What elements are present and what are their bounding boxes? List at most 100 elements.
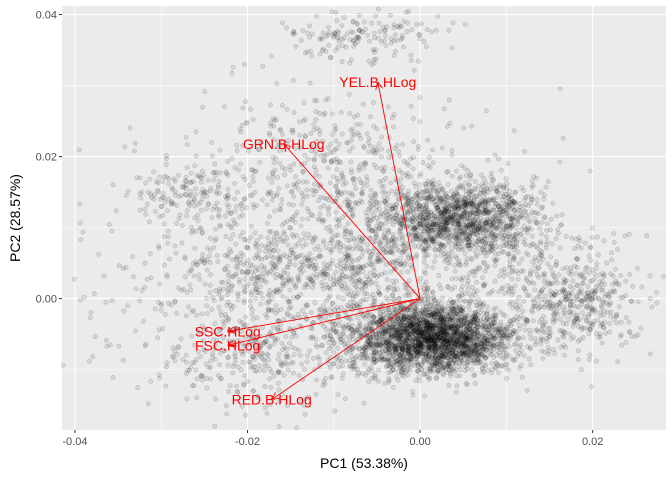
scatter-point <box>330 337 336 343</box>
scatter-point <box>444 369 450 375</box>
scatter-point <box>339 363 345 369</box>
scatter-point <box>347 337 353 343</box>
scatter-point <box>415 368 421 374</box>
scatter-point <box>307 23 313 29</box>
scatter-point <box>403 347 409 353</box>
scatter-point <box>415 323 421 329</box>
scatter-point <box>539 220 545 225</box>
scatter-point <box>414 349 420 355</box>
scatter-point <box>416 337 422 343</box>
scatter-point <box>398 37 404 42</box>
scatter-point <box>440 295 446 301</box>
scatter-point <box>389 349 395 355</box>
scatter-point <box>387 339 393 345</box>
scatter-point <box>382 381 388 387</box>
scatter-point <box>453 327 459 333</box>
scatter-point <box>368 335 374 341</box>
scatter-point <box>507 258 513 264</box>
scatter-point <box>638 325 644 331</box>
scatter-point <box>561 307 567 313</box>
scatter-point <box>420 331 426 337</box>
scatter-point <box>472 218 478 224</box>
scatter-point <box>282 238 287 244</box>
scatter-point <box>400 317 406 323</box>
scatter-point <box>354 303 360 309</box>
scatter-point <box>588 257 594 263</box>
scatter-point <box>413 343 419 348</box>
scatter-point <box>149 194 154 200</box>
scatter-point <box>430 362 436 368</box>
scatter-point <box>542 293 548 299</box>
scatter-point <box>386 370 392 376</box>
scatter-point <box>422 228 428 234</box>
scatter-point <box>265 220 270 226</box>
scatter-point <box>468 333 474 339</box>
scatter-point <box>419 342 425 348</box>
scatter-point <box>387 346 393 352</box>
scatter-point <box>429 316 435 322</box>
scatter-point <box>456 338 461 343</box>
scatter-point <box>240 230 246 236</box>
scatter-point <box>166 234 171 240</box>
scatter-point <box>500 326 506 332</box>
scatter-point <box>451 340 457 346</box>
scatter-point <box>295 311 301 317</box>
scatter-point <box>482 190 488 195</box>
scatter-point <box>287 255 293 261</box>
scatter-point <box>446 328 452 334</box>
scatter-point <box>382 335 388 341</box>
scatter-point <box>376 20 382 26</box>
scatter-point <box>437 342 443 348</box>
scatter-point <box>449 323 455 328</box>
scatter-point <box>432 338 438 344</box>
scatter-point <box>389 362 395 368</box>
scatter-point <box>465 358 471 364</box>
scatter-point <box>458 325 464 331</box>
scatter-point <box>503 365 509 371</box>
plot-panel <box>62 6 666 430</box>
scatter-point <box>340 331 346 336</box>
scatter-point <box>423 350 429 356</box>
scatter-point <box>586 253 592 259</box>
scatter-point <box>274 231 279 237</box>
scatter-point <box>431 338 437 344</box>
scatter-point <box>154 179 160 185</box>
scatter-point <box>435 331 441 337</box>
scatter-point <box>388 180 394 186</box>
scatter-point <box>388 36 394 42</box>
scatter-point <box>450 303 456 309</box>
scatter-point <box>506 233 512 239</box>
scatter-point <box>604 260 610 266</box>
scatter-point <box>451 316 457 322</box>
scatter-point <box>425 320 431 326</box>
scatter-point <box>512 205 518 211</box>
scatter-point <box>345 326 351 331</box>
scatter-point <box>601 238 607 244</box>
scatter-point <box>491 204 497 210</box>
scatter-point <box>413 377 419 383</box>
scatter-point <box>489 328 495 333</box>
scatter-point <box>411 322 417 328</box>
scatter-point <box>321 240 327 246</box>
scatter-point <box>459 308 465 313</box>
scatter-point <box>418 232 424 238</box>
scatter-point <box>284 280 290 286</box>
scatter-point <box>422 237 428 243</box>
scatter-point <box>460 353 466 359</box>
scatter-point <box>582 240 588 246</box>
scatter-point <box>462 200 468 206</box>
scatter-point <box>480 353 486 359</box>
scatter-point <box>519 374 525 380</box>
scatter-point <box>451 359 457 365</box>
scatter-point <box>432 326 438 332</box>
scatter-point <box>443 358 449 364</box>
scatter-point <box>235 265 241 271</box>
scatter-point <box>398 332 404 338</box>
scatter-point <box>549 241 555 247</box>
scatter-point <box>401 314 407 320</box>
scatter-point <box>554 213 560 219</box>
scatter-point <box>310 335 316 341</box>
scatter-point <box>432 335 438 341</box>
scatter-point <box>363 327 369 333</box>
scatter-point <box>469 328 475 334</box>
